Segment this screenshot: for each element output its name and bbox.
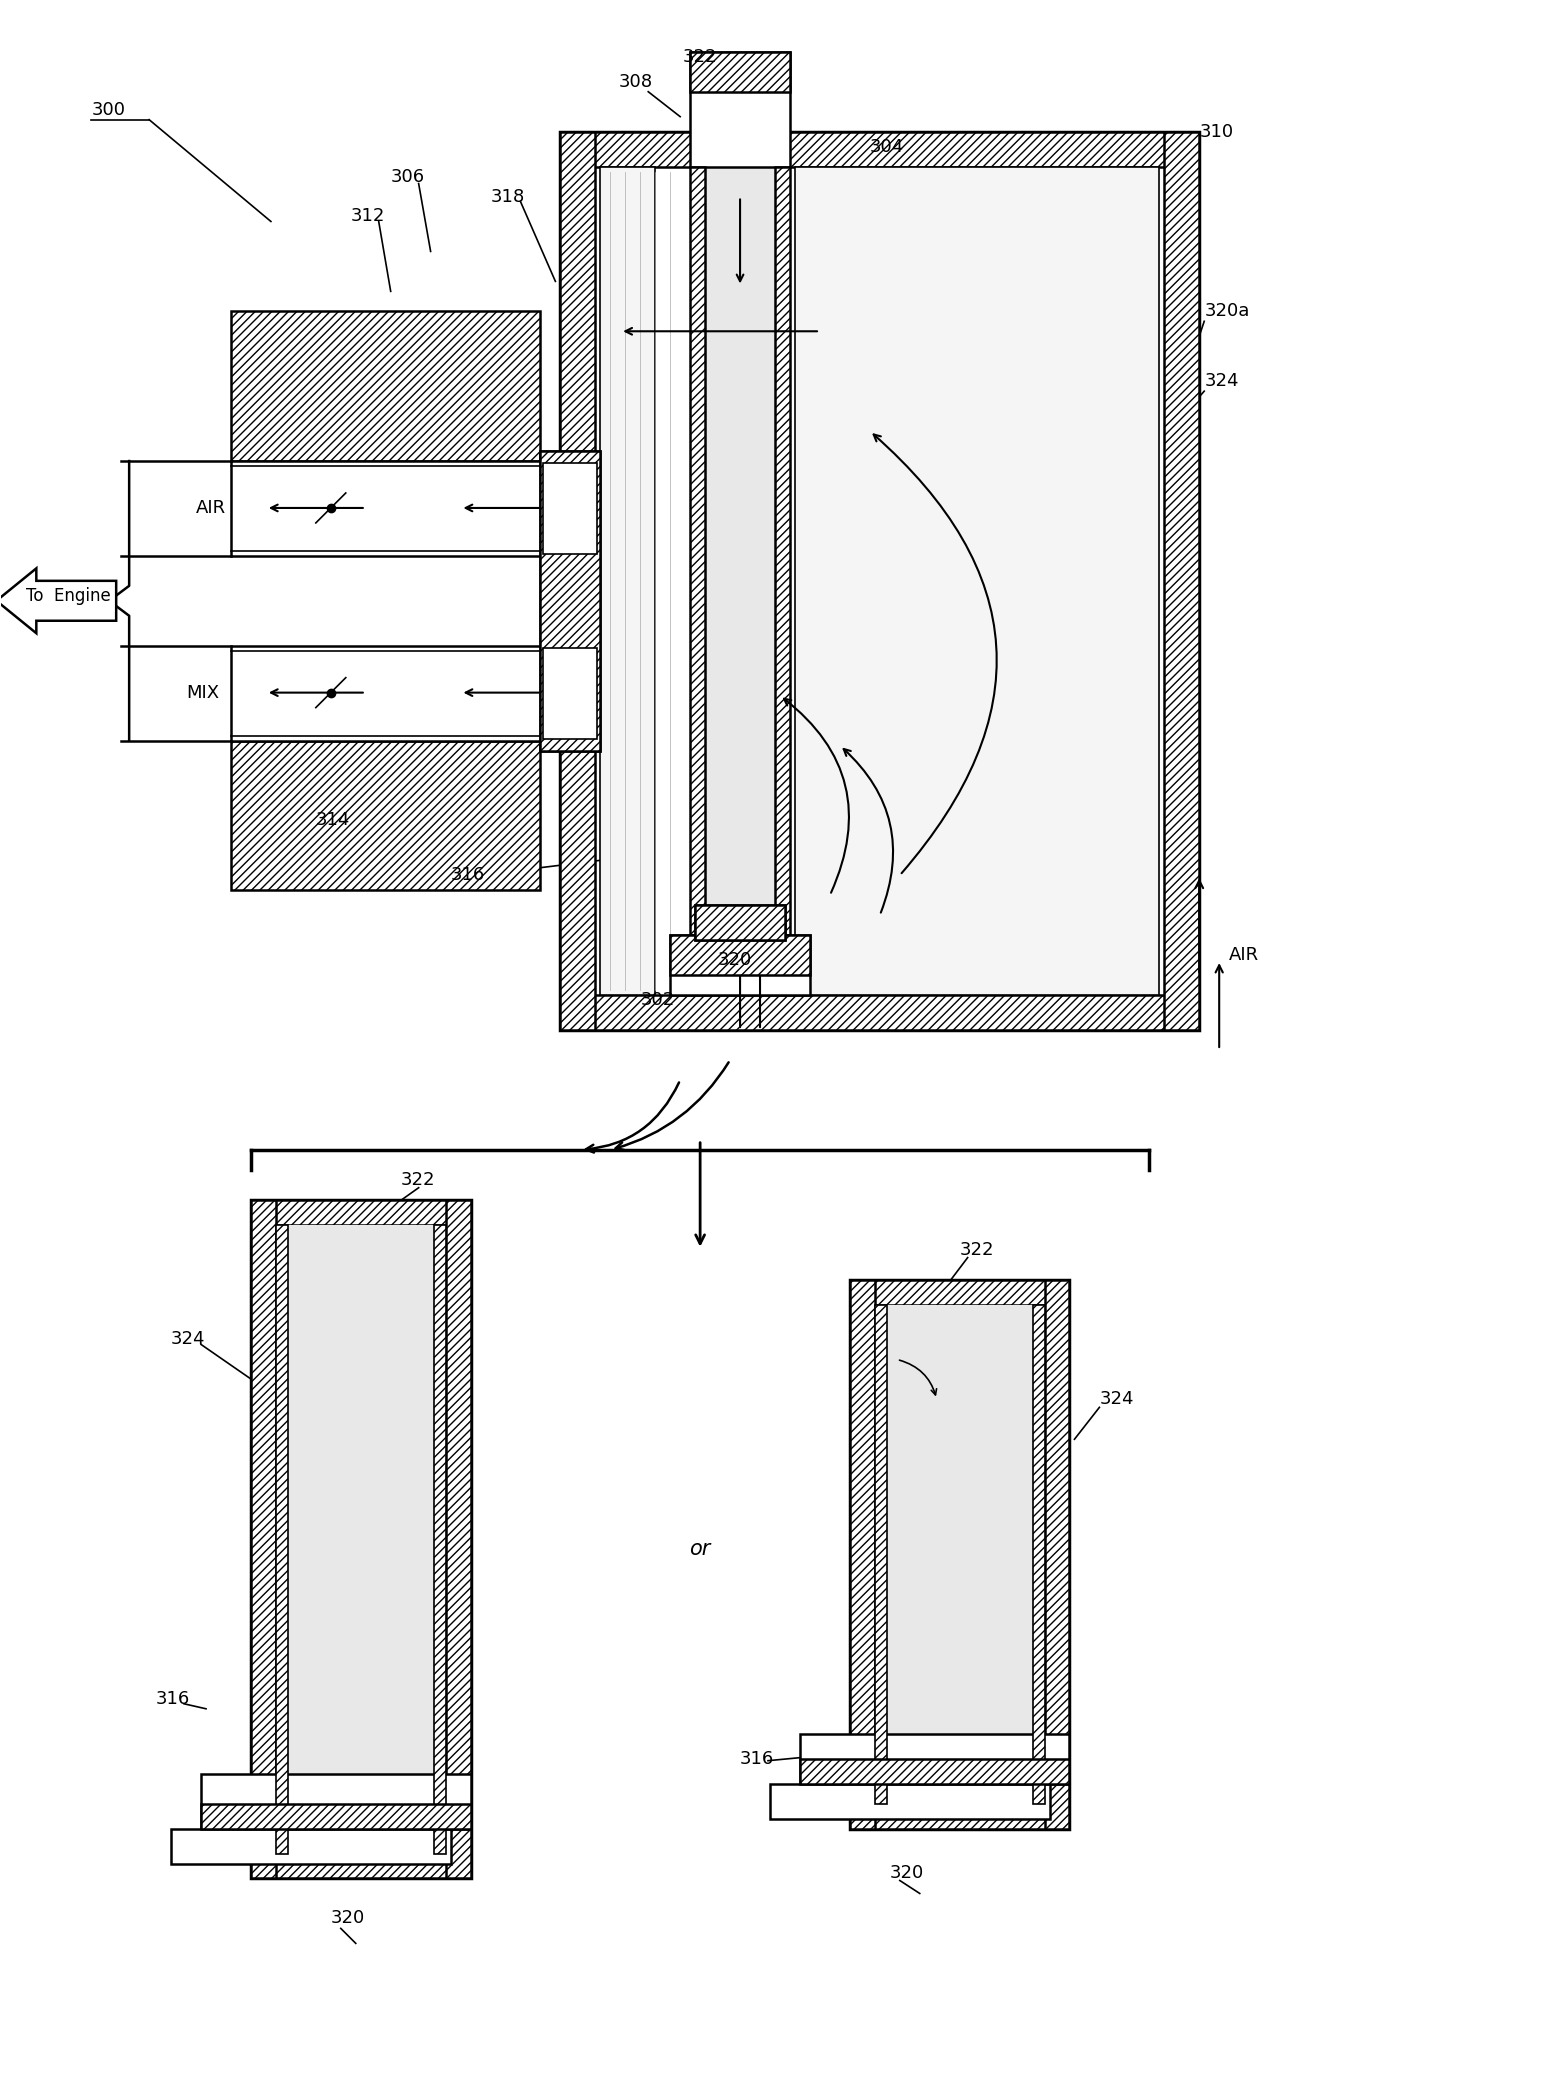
- Text: To  Engine: To Engine: [26, 588, 111, 604]
- Text: 316: 316: [451, 866, 485, 884]
- Bar: [671, 934, 810, 994]
- Bar: [776, 166, 789, 934]
- Text: or: or: [689, 1538, 711, 1559]
- Bar: [250, 1854, 471, 1879]
- Text: 310: 310: [1199, 122, 1233, 141]
- Bar: [691, 52, 789, 91]
- Text: MIX: MIX: [185, 683, 219, 702]
- Bar: [850, 1279, 874, 1829]
- Bar: [561, 131, 1199, 166]
- Bar: [250, 1200, 471, 1879]
- Bar: [691, 52, 789, 166]
- Bar: [230, 461, 561, 556]
- Bar: [796, 166, 1159, 994]
- Text: 312: 312: [351, 208, 385, 226]
- Bar: [705, 166, 776, 934]
- Bar: [544, 648, 598, 739]
- Bar: [434, 1225, 445, 1854]
- Bar: [561, 131, 595, 1030]
- Bar: [230, 311, 541, 461]
- Text: 324: 324: [171, 1331, 205, 1349]
- Bar: [800, 1758, 1069, 1783]
- Text: AIR: AIR: [196, 498, 226, 517]
- Text: 316: 316: [740, 1750, 774, 1767]
- Text: 322: 322: [400, 1171, 436, 1190]
- Text: 324: 324: [1100, 1391, 1134, 1408]
- Bar: [541, 450, 601, 752]
- Text: 322: 322: [959, 1241, 993, 1258]
- Text: 318: 318: [490, 187, 525, 206]
- Bar: [695, 905, 785, 940]
- Text: 306: 306: [391, 168, 425, 185]
- Bar: [544, 463, 598, 554]
- Text: 304: 304: [870, 137, 904, 156]
- Bar: [671, 934, 810, 976]
- Text: 302: 302: [640, 990, 675, 1009]
- Text: 322: 322: [683, 48, 717, 66]
- Bar: [250, 1200, 471, 1225]
- Bar: [601, 166, 655, 994]
- Bar: [887, 1304, 1032, 1804]
- Text: 324: 324: [1204, 372, 1239, 390]
- Text: AIR: AIR: [1230, 947, 1259, 963]
- Bar: [850, 1279, 1069, 1304]
- Text: 316: 316: [156, 1690, 190, 1709]
- Bar: [850, 1804, 1069, 1829]
- Bar: [850, 1279, 1069, 1829]
- Text: 320: 320: [331, 1910, 365, 1927]
- Bar: [769, 1783, 1049, 1819]
- Bar: [691, 166, 705, 934]
- Bar: [230, 646, 561, 741]
- Bar: [874, 1304, 887, 1804]
- Text: 320: 320: [718, 951, 752, 969]
- Bar: [1032, 1304, 1044, 1804]
- Bar: [230, 741, 541, 891]
- Bar: [171, 1829, 451, 1864]
- Bar: [541, 450, 601, 752]
- Bar: [561, 994, 1199, 1030]
- Bar: [1044, 1279, 1069, 1829]
- FancyArrow shape: [0, 569, 116, 633]
- Bar: [201, 1804, 471, 1829]
- Bar: [250, 1200, 277, 1879]
- Text: 320a: 320a: [1204, 303, 1250, 320]
- Bar: [287, 1225, 434, 1854]
- Bar: [561, 131, 1199, 1030]
- Text: 320: 320: [890, 1864, 924, 1883]
- Bar: [277, 1225, 287, 1854]
- Bar: [201, 1773, 471, 1829]
- Bar: [1165, 131, 1199, 1030]
- Text: 314: 314: [315, 812, 351, 830]
- Bar: [445, 1200, 471, 1879]
- Bar: [800, 1733, 1069, 1783]
- Bar: [695, 905, 785, 940]
- Text: 300: 300: [91, 100, 125, 118]
- Text: 308: 308: [618, 73, 652, 91]
